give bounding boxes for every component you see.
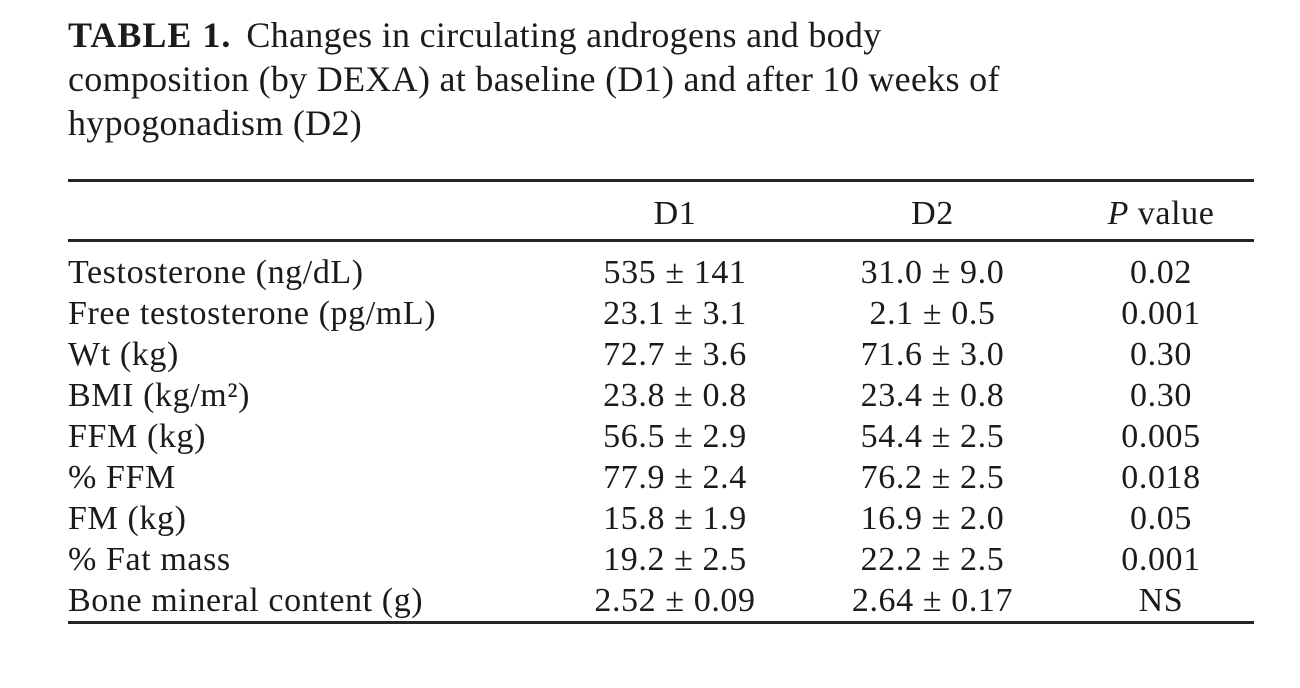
row-label-cell: Testosterone (ng/dL)	[68, 253, 364, 291]
p-value-cell: 0.001	[1121, 540, 1201, 578]
d1-value-cell: 23.1 ± 3.1	[603, 294, 747, 332]
caption-line-1: TABLE 1. Changes in circulating androgens…	[68, 13, 1238, 57]
d1-value-cell: 77.9 ± 2.4	[603, 458, 747, 496]
p-word: value	[1137, 194, 1215, 232]
header-empty-cell	[68, 180, 525, 242]
d2-value-cell: 2.64 ± 0.17	[851, 581, 1014, 619]
row-label-cell: Bone mineral content (g)	[68, 581, 424, 619]
caption-text-1: Changes in circulating androgens and bod…	[246, 15, 882, 55]
d2-value-cell: 23.4 ± 0.8	[860, 376, 1005, 414]
table-caption: TABLE 1. Changes in circulating androgens…	[68, 13, 1238, 145]
d1-value-cell: 56.5 ± 2.9	[603, 417, 747, 455]
table-row: Free testosterone (pg/mL) 23.1 ± 3.1 2.1…	[68, 293, 1254, 334]
table-row: Bone mineral content (g) 2.52 ± 0.09 2.6…	[68, 580, 1254, 623]
p-value-cell: NS	[1138, 581, 1184, 619]
p-value-cell: 0.001	[1121, 294, 1201, 332]
table-number-label: TABLE 1.	[68, 15, 232, 55]
d2-value-cell: 16.9 ± 2.0	[860, 499, 1005, 537]
d2-value-cell: 22.2 ± 2.5	[860, 540, 1005, 578]
row-label-cell: FM (kg)	[68, 499, 187, 537]
d2-value-cell: 2.1 ± 0.5	[869, 294, 996, 332]
p-value-cell: 0.30	[1130, 335, 1192, 373]
table-row: % Fat mass 19.2 ± 2.5 22.2 ± 2.5 0.001	[68, 539, 1254, 580]
d2-value-cell: 71.6 ± 3.0	[860, 335, 1005, 373]
d1-value-cell: 23.8 ± 0.8	[603, 376, 747, 414]
d2-value-cell: 76.2 ± 2.5	[860, 458, 1005, 496]
table-row: Testosterone (ng/dL) 535 ± 141 31.0 ± 9.…	[68, 241, 1254, 294]
column-header-d1: D1	[525, 180, 825, 242]
table-row: BMI (kg/m²) 23.8 ± 0.8 23.4 ± 0.8 0.30	[68, 375, 1254, 416]
row-label-cell: Wt (kg)	[68, 335, 179, 373]
p-value-cell: 0.005	[1121, 417, 1201, 455]
row-label-cell: BMI (kg/m²)	[68, 376, 251, 414]
d1-value-cell: 72.7 ± 3.6	[603, 335, 747, 373]
row-label-cell: % Fat mass	[68, 540, 231, 578]
p-value-cell: 0.02	[1130, 253, 1192, 291]
p-value-cell: 0.30	[1130, 376, 1192, 414]
p-value-cell: 0.05	[1130, 499, 1192, 537]
table-body: Testosterone (ng/dL) 535 ± 141 31.0 ± 9.…	[68, 241, 1254, 623]
d2-value-cell: 54.4 ± 2.5	[860, 417, 1005, 455]
column-header-d2: D2	[825, 180, 1040, 242]
p-symbol: P	[1107, 194, 1129, 232]
caption-line-3: hypogonadism (D2)	[68, 103, 363, 143]
row-label-cell: FFM (kg)	[68, 417, 206, 455]
d1-value-cell: 19.2 ± 2.5	[603, 540, 747, 578]
table-row: FM (kg) 15.8 ± 1.9 16.9 ± 2.0 0.05	[68, 498, 1254, 539]
row-label-cell: % FFM	[68, 458, 176, 496]
table-row: Wt (kg) 72.7 ± 3.6 71.6 ± 3.0 0.30	[68, 334, 1254, 375]
d1-value-cell: 2.52 ± 0.09	[594, 581, 756, 619]
d1-value-cell: 535 ± 141	[603, 253, 747, 291]
table-row: % FFM 77.9 ± 2.4 76.2 ± 2.5 0.018	[68, 457, 1254, 498]
p-value-cell: 0.018	[1121, 458, 1201, 496]
table-row: FFM (kg) 56.5 ± 2.9 54.4 ± 2.5 0.005	[68, 416, 1254, 457]
d2-value-cell: 31.0 ± 9.0	[860, 253, 1005, 291]
d1-value-cell: 15.8 ± 1.9	[603, 499, 747, 537]
row-label-cell: Free testosterone (pg/mL)	[68, 294, 437, 332]
caption-line-2: composition (by DEXA) at baseline (D1) a…	[68, 59, 1000, 99]
